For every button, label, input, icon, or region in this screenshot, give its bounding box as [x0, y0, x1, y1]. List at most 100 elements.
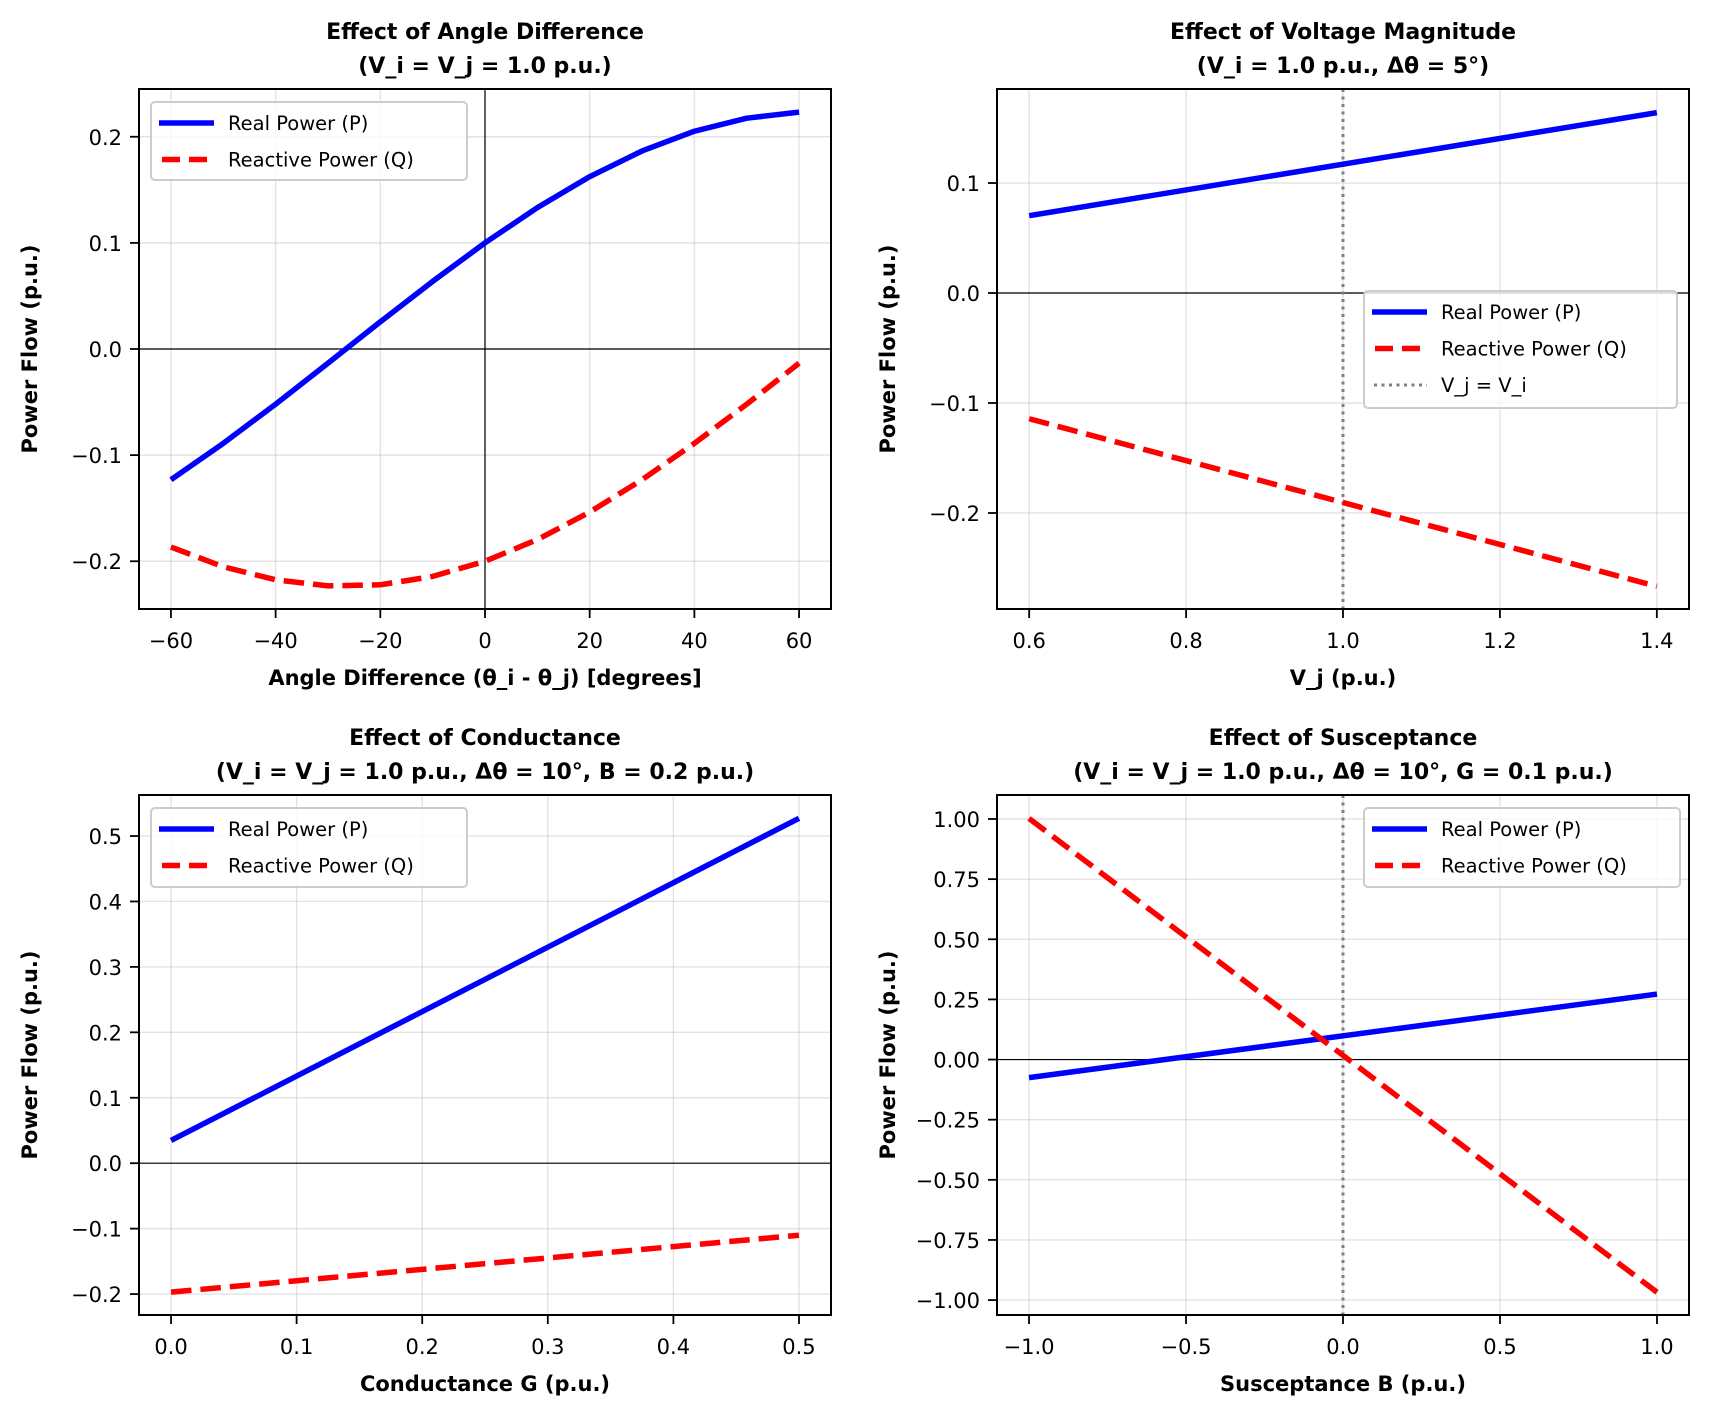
x-axis-label: Conductance G (p.u.) [360, 1372, 610, 1396]
reactive-power-line [1028, 416, 1658, 590]
y-tick-label: 0.2 [89, 126, 122, 150]
y-tick-label: 0.0 [89, 1152, 122, 1176]
x-tick-label: 1.0 [1640, 1335, 1673, 1359]
reactive-power-line [170, 1232, 800, 1295]
x-tick-label: −20 [358, 629, 402, 653]
panel-susceptance: −1.0 −0.5 0.0 0.5 1.0 −1.00 −0.75 −0.50 −0.25 0.0… [876, 726, 1690, 1396]
y-tick-label: −0.50 [916, 1169, 980, 1193]
legend-label: Reactive Power (Q) [228, 855, 414, 878]
panel-voltage-magnitude: 0.6 0.8 1.0 1.2 1.4 −0.2 −0.1 0.0 0.1 Effect of V… [876, 20, 1690, 690]
y-tick-label: −0.1 [71, 444, 122, 468]
x-axis-label: Susceptance B (p.u.) [1220, 1372, 1466, 1396]
y-tick-label: −0.2 [71, 1283, 122, 1307]
legend-label: Reactive Power (Q) [228, 149, 414, 172]
legend: Real Power (P) Reactive Power (Q) [150, 101, 468, 181]
legend-label: Reactive Power (Q) [1441, 855, 1627, 878]
real-power-line [1028, 991, 1658, 1081]
chart-title: Effect of Voltage Magnitude [1170, 20, 1516, 45]
x-tick-label: 0.0 [1326, 1335, 1359, 1359]
chart-subtitle: (V_i = V_j = 1.0 p.u.) [358, 54, 612, 79]
y-tick-label: −1.00 [916, 1289, 980, 1313]
x-tick-label: 60 [786, 629, 813, 653]
y-tick-label: −0.1 [929, 392, 980, 416]
y-tick-label: 0.0 [89, 338, 122, 362]
legend: Real Power (P) Reactive Power (Q) [150, 807, 468, 888]
chart-subtitle: (V_i = V_j = 1.0 p.u., Δθ = 10°, B = 0.2… [216, 760, 754, 785]
legend-label: V_j = V_i [1441, 374, 1527, 397]
real-power-line [1028, 109, 1658, 219]
x-tick-label: 40 [681, 629, 708, 653]
legend-box [1363, 290, 1678, 409]
legend: Real Power (P) Reactive Power (Q) [1363, 807, 1681, 888]
y-tick-label: 0.00 [933, 1049, 980, 1073]
y-tick-label: 0.0 [947, 282, 980, 306]
legend-box [150, 101, 468, 181]
x-tick-label: −1.0 [1004, 1335, 1055, 1359]
y-axis-label: Power Flow (p.u.) [876, 951, 900, 1160]
legend: Real Power (P) Reactive Power (Q) V_j = V_… [1363, 290, 1678, 409]
y-tick-label: 0.1 [89, 232, 122, 256]
x-tick-label: 0.5 [782, 1335, 815, 1359]
legend-label: Real Power (P) [228, 112, 368, 135]
real-power-line [169, 815, 801, 1143]
series-group [169, 109, 801, 589]
x-tick-label: 1.4 [1640, 629, 1673, 653]
legend-box [1363, 807, 1681, 888]
x-tick-label: 0.5 [1483, 1335, 1516, 1359]
panel-angle-difference: −60 −40 −20 0 20 40 60 −0.2 −0.1 0.0 0.1 0.2 Effect … [18, 20, 832, 690]
x-tick-label: −60 [149, 629, 193, 653]
series-group [169, 815, 801, 1295]
x-tick-label: 0.3 [531, 1335, 564, 1359]
chart-subtitle: (V_i = V_j = 1.0 p.u., Δθ = 10°, G = 0.1… [1073, 760, 1613, 785]
y-tick-label: −0.2 [71, 550, 122, 574]
x-tick-label: 0.8 [1169, 629, 1202, 653]
y-tick-label: 0.25 [933, 988, 980, 1012]
legend-box [150, 807, 468, 888]
chart-title: Effect of Susceptance [1209, 726, 1478, 751]
y-tick-label: −0.1 [71, 1218, 122, 1242]
x-tick-label: 0.1 [280, 1335, 313, 1359]
y-axis-label: Power Flow (p.u.) [876, 245, 900, 454]
y-tick-label: 0.1 [947, 172, 980, 196]
y-tick-label: 0.5 [89, 825, 122, 849]
y-tick-label: 0.50 [933, 928, 980, 952]
chart-title: Effect of Conductance [349, 726, 621, 751]
y-axis-label: Power Flow (p.u.) [18, 951, 42, 1160]
reactive-power-line [1027, 816, 1659, 1295]
chart-title: Effect of Angle Difference [326, 20, 644, 45]
legend-label: Real Power (P) [1441, 818, 1581, 841]
y-axis-label: Power Flow (p.u.) [18, 245, 42, 454]
x-axis-label: V_j (p.u.) [1290, 666, 1396, 690]
x-tick-label: 1.0 [1326, 629, 1359, 653]
y-tick-label: −0.2 [929, 502, 980, 526]
x-tick-label: 0.4 [657, 1335, 690, 1359]
legend-label: Real Power (P) [228, 818, 368, 841]
legend-label: Reactive Power (Q) [1441, 338, 1627, 361]
y-tick-label: 0.2 [89, 1021, 122, 1045]
real-power-line [169, 109, 800, 483]
series-group [1027, 816, 1659, 1295]
x-tick-label: 1.2 [1483, 629, 1516, 653]
y-tick-label: 0.75 [933, 868, 980, 892]
y-tick-label: 0.3 [89, 956, 122, 980]
y-tick-label: 0.4 [89, 890, 122, 914]
y-tick-label: 1.00 [933, 808, 980, 832]
y-tick-label: −0.25 [916, 1109, 980, 1133]
series-group [1028, 109, 1658, 590]
x-tick-label: 0.0 [154, 1335, 187, 1359]
x-tick-label: −40 [253, 629, 297, 653]
x-axis-label: Angle Difference (θ_i - θ_j) [degrees] [268, 666, 701, 690]
x-tick-label: 0 [478, 629, 491, 653]
x-tick-label: 0.6 [1012, 629, 1045, 653]
axes-frame [138, 794, 832, 1316]
legend-label: Real Power (P) [1441, 301, 1581, 324]
x-tick-label: −0.5 [1161, 1335, 1212, 1359]
y-tick-label: 0.1 [89, 1087, 122, 1111]
panel-conductance: 0.0 0.1 0.2 0.3 0.4 0.5 −0.2 −0.1 0.0 0.1 0.2 0.3 0.… [18, 726, 832, 1396]
x-tick-label: 20 [576, 629, 603, 653]
y-tick-label: −0.75 [916, 1229, 980, 1253]
x-tick-label: 0.2 [406, 1335, 439, 1359]
chart-subtitle: (V_i = 1.0 p.u., Δθ = 5°) [1197, 54, 1489, 79]
reactive-power-line [169, 361, 801, 589]
